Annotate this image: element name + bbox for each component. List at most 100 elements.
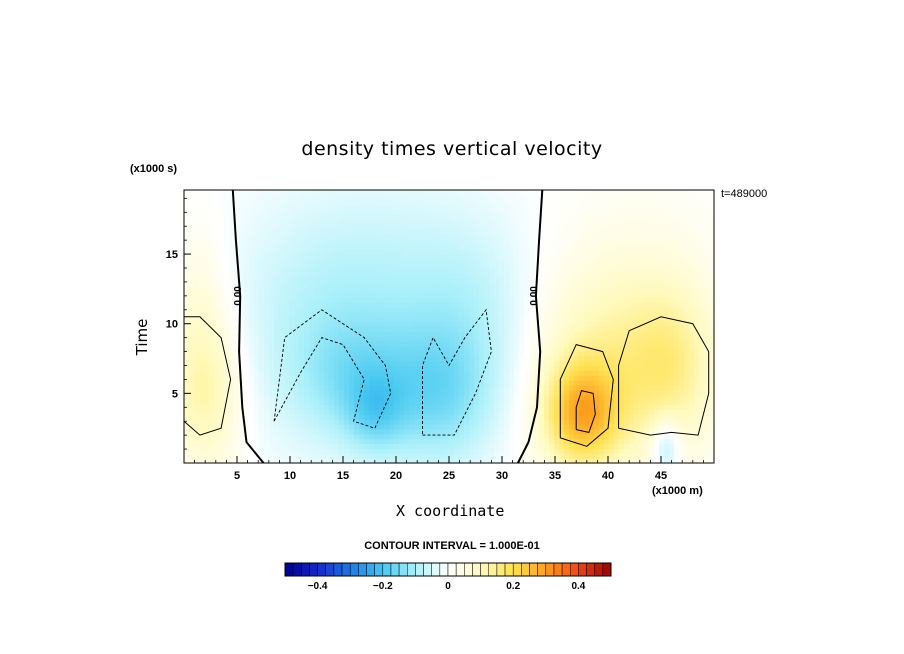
heatmap-cell: [289, 336, 295, 342]
heatmap-cell: [539, 307, 545, 313]
heatmap-cell: [209, 297, 215, 303]
heatmap-cell: [394, 360, 400, 367]
heatmap-cell: [194, 419, 200, 425]
heatmap-cell: [344, 243, 350, 250]
heatmap-cell: [374, 424, 380, 430]
heatmap-cell: [424, 370, 430, 376]
heatmap-cell: [244, 350, 250, 357]
heatmap-cell: [214, 365, 220, 371]
heatmap-cell: [449, 409, 455, 415]
heatmap-cell: [224, 370, 230, 376]
heatmap-cell: [389, 360, 395, 367]
heatmap-cell: [264, 307, 270, 313]
heatmap-cell: [594, 448, 600, 454]
heatmap-cell: [344, 311, 350, 318]
heatmap-cell: [299, 263, 305, 269]
heatmap-cell: [549, 229, 555, 235]
heatmap-cell: [364, 316, 370, 323]
heatmap-cell: [514, 438, 520, 445]
heatmap-cell: [204, 438, 210, 445]
heatmap-cell: [464, 199, 470, 206]
heatmap-cell: [544, 190, 550, 196]
heatmap-cell: [309, 307, 315, 313]
heatmap-cell: [304, 453, 310, 459]
heatmap-cell: [334, 272, 340, 279]
heatmap-cell: [519, 326, 525, 332]
heatmap-cell: [609, 302, 615, 308]
heatmap-cell: [389, 341, 395, 347]
heatmap-cell: [499, 385, 505, 391]
heatmap-cell: [224, 443, 230, 449]
heatmap-cell: [524, 365, 530, 371]
heatmap-cell: [564, 438, 570, 445]
heatmap-cell: [354, 350, 360, 357]
heatmap-cell: [389, 268, 395, 274]
heatmap-cell: [269, 341, 275, 347]
heatmap-cell: [529, 409, 535, 415]
heatmap-cell: [549, 268, 555, 274]
heatmap-cell: [409, 258, 415, 264]
heatmap-cell: [239, 214, 245, 220]
heatmap-cell: [184, 302, 190, 308]
heatmap-cell: [369, 248, 375, 254]
heatmap-cell: [304, 331, 310, 337]
heatmap-cell: [534, 214, 540, 220]
heatmap-cell: [264, 341, 270, 347]
heatmap-cell: [509, 389, 515, 396]
heatmap-cell: [434, 453, 440, 459]
heatmap-cell: [254, 268, 260, 274]
heatmap-cell: [384, 204, 390, 211]
heatmap-cell: [469, 380, 475, 386]
heatmap-cell: [339, 253, 345, 259]
heatmap-cell: [234, 350, 240, 357]
heatmap-cell: [454, 243, 460, 250]
heatmap-cell: [484, 194, 490, 201]
heatmap-cell: [534, 194, 540, 201]
heatmap-cell: [334, 282, 340, 289]
heatmap-cell: [224, 199, 230, 206]
heatmap-cell: [564, 433, 570, 440]
heatmap-cell: [309, 268, 315, 274]
heatmap-cell: [224, 346, 230, 352]
heatmap-cell: [599, 448, 605, 454]
heatmap-cell: [489, 404, 495, 410]
heatmap-cell: [414, 321, 420, 328]
heatmap-cell: [499, 419, 505, 425]
heatmap-cell: [544, 350, 550, 357]
heatmap-cell: [594, 341, 600, 347]
heatmap-cell: [459, 346, 465, 352]
heatmap-cell: [294, 409, 300, 415]
heatmap-cell: [344, 458, 350, 464]
heatmap-cell: [479, 346, 485, 352]
heatmap-cell: [454, 336, 460, 342]
heatmap-cell: [489, 321, 495, 328]
heatmap-cell: [624, 263, 630, 269]
heatmap-cell: [319, 321, 325, 328]
heatmap-cell: [484, 341, 490, 347]
heatmap-cell: [584, 243, 590, 250]
heatmap-cell: [574, 194, 580, 201]
heatmap-cell: [414, 233, 420, 240]
heatmap-cell: [559, 219, 565, 225]
heatmap-cell: [229, 258, 235, 264]
heatmap-cell: [349, 414, 355, 420]
heatmap-cell: [519, 263, 525, 269]
heatmap-cell: [374, 409, 380, 415]
heatmap-cell: [354, 258, 360, 264]
heatmap-cell: [269, 365, 275, 371]
heatmap-cell: [549, 365, 555, 371]
heatmap-cell: [329, 336, 335, 342]
heatmap-cell: [399, 355, 405, 362]
heatmap-cell: [234, 414, 240, 420]
heatmap-cell: [294, 326, 300, 332]
heatmap-cell: [479, 258, 485, 264]
heatmap-cell: [284, 209, 290, 215]
heatmap-cell: [584, 321, 590, 328]
heatmap-cell: [594, 209, 600, 215]
heatmap-cell: [274, 229, 280, 235]
heatmap-cell: [589, 238, 595, 245]
heatmap-cell: [384, 326, 390, 332]
chart-title: density times vertical velocity: [301, 138, 603, 160]
heatmap-cell: [554, 404, 560, 410]
heatmap-cell: [234, 302, 240, 308]
